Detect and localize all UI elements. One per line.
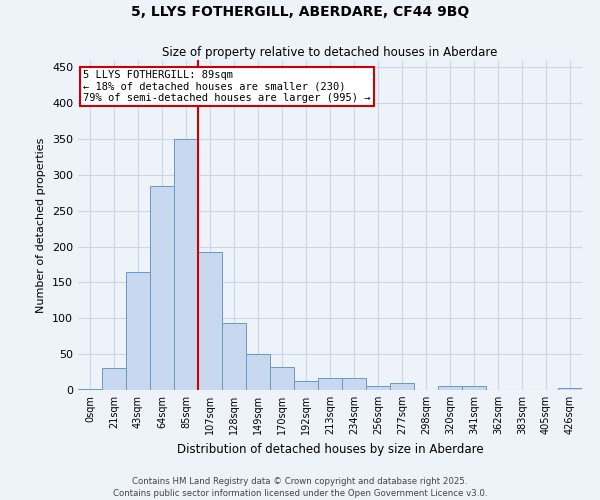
- Title: Size of property relative to detached houses in Aberdare: Size of property relative to detached ho…: [163, 46, 497, 59]
- Bar: [270, 367, 294, 390]
- Bar: [294, 382, 318, 390]
- Bar: [174, 139, 198, 390]
- Bar: [318, 378, 342, 390]
- Bar: [102, 368, 126, 390]
- Text: 5 LLYS FOTHERGILL: 89sqm
← 18% of detached houses are smaller (230)
79% of semi-: 5 LLYS FOTHERGILL: 89sqm ← 18% of detach…: [83, 70, 371, 103]
- Bar: [390, 383, 414, 390]
- Text: 5, LLYS FOTHERGILL, ABERDARE, CF44 9BQ: 5, LLYS FOTHERGILL, ABERDARE, CF44 9BQ: [131, 5, 469, 19]
- X-axis label: Distribution of detached houses by size in Aberdare: Distribution of detached houses by size …: [176, 442, 484, 456]
- Bar: [222, 324, 246, 390]
- Bar: [366, 386, 390, 390]
- Y-axis label: Number of detached properties: Number of detached properties: [37, 138, 46, 312]
- Bar: [78, 388, 102, 390]
- Bar: [438, 386, 462, 390]
- Bar: [246, 354, 270, 390]
- Bar: [462, 386, 486, 390]
- Text: Contains HM Land Registry data © Crown copyright and database right 2025.
Contai: Contains HM Land Registry data © Crown c…: [113, 476, 487, 498]
- Bar: [126, 272, 150, 390]
- Bar: [198, 252, 222, 390]
- Bar: [558, 388, 582, 390]
- Bar: [150, 186, 174, 390]
- Bar: [342, 378, 366, 390]
